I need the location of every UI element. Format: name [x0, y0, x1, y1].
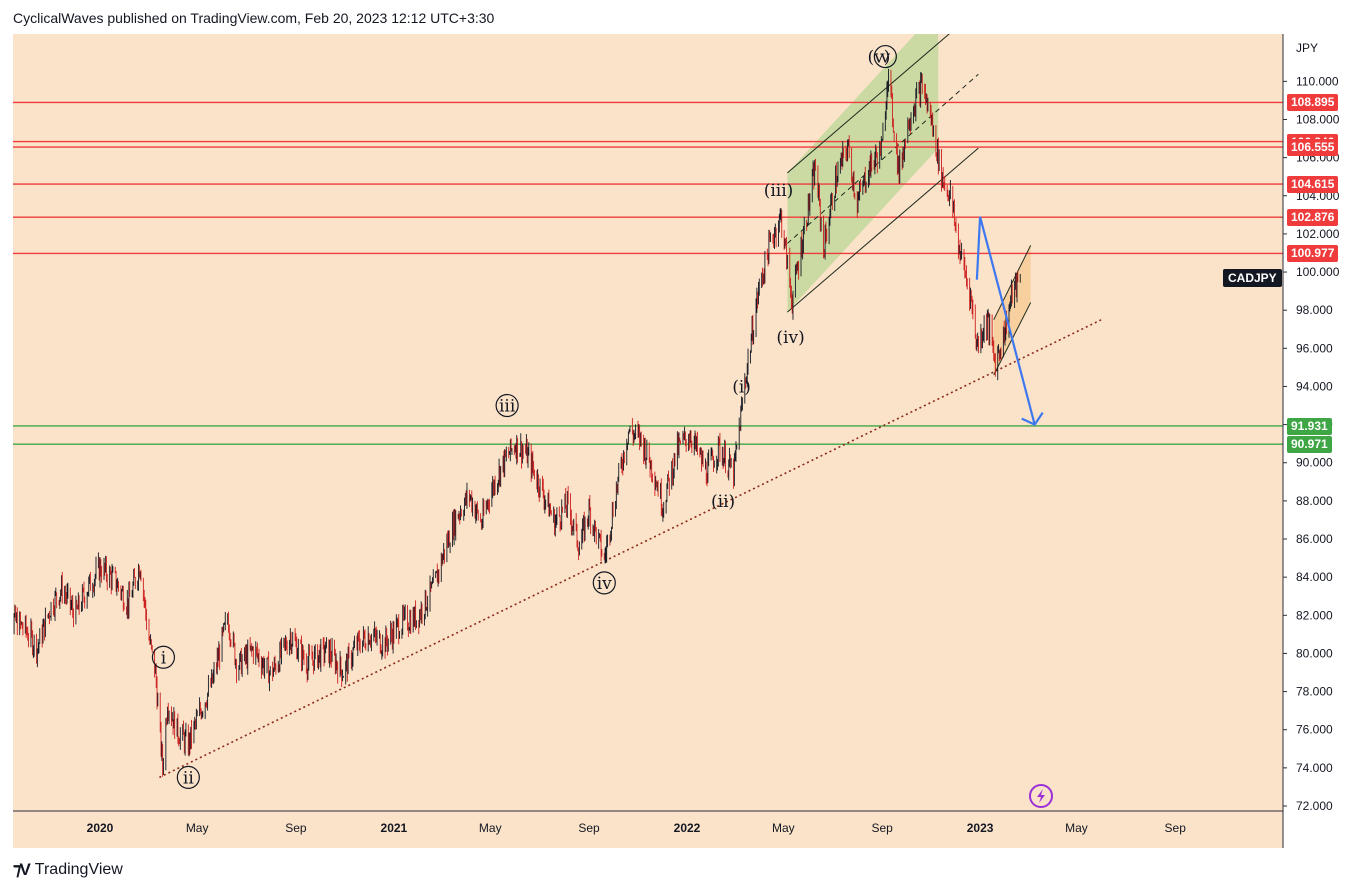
y-tick-label: 84.000 — [1296, 570, 1333, 584]
resistance-price-tag: 104.615 — [1287, 176, 1339, 194]
resistance-price-tag: 108.895 — [1287, 94, 1339, 112]
candles — [13, 68, 1021, 777]
y-tick-label: 88.000 — [1296, 494, 1333, 508]
footer: ⁊V TradingView — [13, 860, 123, 880]
forecast-arrowhead — [1021, 411, 1044, 426]
channel-upper-line — [787, 34, 950, 174]
wave-label: i — [161, 648, 167, 668]
chart-area[interactable]: i ii iii iv v (i) (ii) (iii) (iv) (v) — [13, 34, 1283, 848]
currency-label: JPY — [1296, 41, 1318, 55]
wave-label: (ii) — [711, 492, 735, 512]
channel-lower-line — [787, 147, 979, 313]
lightning-icon — [1029, 784, 1053, 808]
footer-brand: TradingView — [34, 861, 123, 878]
resistance-price-tag: 100.977 — [1287, 245, 1339, 263]
y-tick-label: 110.000 — [1296, 74, 1339, 88]
lightning-bolt — [1037, 789, 1045, 803]
forecast-arrow — [975, 216, 1036, 425]
y-tick-label: 100.000 — [1296, 265, 1340, 279]
wave-label-circle — [873, 44, 897, 69]
wave-label: (i) — [732, 377, 751, 397]
wave-label-circle — [495, 393, 519, 418]
support-price-tag: 90.971 — [1287, 436, 1332, 454]
y-tick-label: 98.000 — [1296, 303, 1333, 317]
small-channel-upper-line — [993, 245, 1032, 320]
y-tick-label: 76.000 — [1296, 723, 1333, 737]
y-tick-label: 78.000 — [1296, 685, 1333, 699]
y-tick-label: 96.000 — [1296, 341, 1333, 355]
channel-mid-line — [787, 73, 979, 244]
y-tick-label: 82.000 — [1296, 608, 1333, 622]
wave-label-circle — [151, 645, 176, 669]
y-tick-label: 86.000 — [1296, 532, 1333, 546]
resistance-price-tag: 106.555 — [1287, 139, 1339, 157]
dotted-trendline — [159, 318, 1102, 779]
wave-label: v — [880, 48, 891, 68]
support-price-tag: 91.931 — [1287, 417, 1332, 435]
y-tick-label: 108.000 — [1296, 112, 1340, 126]
symbol-tag: CADJPY — [1223, 269, 1282, 288]
y-tick-label: 74.000 — [1296, 761, 1333, 775]
wave-label: ii — [183, 768, 194, 788]
channel-fill — [787, 34, 939, 313]
resistance-price-tag: 102.876 — [1287, 209, 1339, 227]
y-tick-label: 72.000 — [1296, 799, 1333, 813]
publish-header: CyclicalWaves published on TradingView.c… — [13, 10, 495, 26]
y-tick-label: 90.000 — [1296, 456, 1333, 470]
y-tick-label: 94.000 — [1296, 379, 1333, 393]
y-tick-label: 80.000 — [1296, 646, 1333, 660]
wave-label: (v) — [867, 48, 890, 68]
wave-label-circle — [176, 765, 200, 789]
y-tick-label: 102.000 — [1296, 227, 1340, 241]
wave-label: iv — [597, 574, 612, 594]
wave-label: (iv) — [776, 328, 804, 348]
tradingview-logo-icon: ⁊V — [13, 860, 31, 879]
wave-label: (iii) — [764, 181, 794, 201]
wave-label: iii — [499, 397, 516, 417]
wave-label-circle — [592, 571, 616, 595]
